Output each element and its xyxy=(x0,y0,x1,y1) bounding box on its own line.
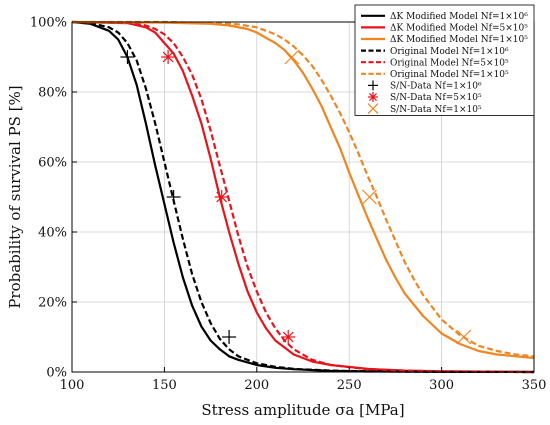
legend-marker-swatch-8 xyxy=(368,92,378,102)
legend-entry-label-3: ΔK Modified Model Nf=1×10⁵ xyxy=(390,35,528,45)
marker-plus-1-3 xyxy=(222,330,237,344)
x-tick-label-200: 200 xyxy=(244,378,269,393)
x-tick-label-150: 150 xyxy=(152,378,177,393)
x-axis-label: Stress amplitude σa [MPa] xyxy=(201,401,404,419)
y-tick-label-40: 40% xyxy=(38,226,67,241)
legend: ΔK Modified Model Nf=1×10⁶ ΔK Modified Mo… xyxy=(354,4,535,116)
legend-entry-label-8: S/N-Data Nf=5×10⁵ xyxy=(390,93,482,103)
y-tick-label-20: 20% xyxy=(38,296,67,311)
y-tick-label-0: 0% xyxy=(46,366,67,381)
x-tick-label-300: 300 xyxy=(429,378,454,393)
series-line-4 xyxy=(71,20,535,374)
legend-entry-label-6: Original Model Nf=1×10⁵ xyxy=(390,70,509,80)
data-markers xyxy=(120,49,472,345)
marker-x-3-3 xyxy=(456,329,472,345)
axis-ticks: 100 150 200 250 300 350 0% 20% 40% 60% 80% 100% xyxy=(30,16,547,394)
legend-entry-label-7: S/N-Data Nf=1×10⁶ xyxy=(390,82,482,92)
legend-marker-swatch-9 xyxy=(367,103,379,115)
legend-entry-label-1: ΔK Modified Model Nf=1×10⁶ xyxy=(390,12,528,22)
series-lines xyxy=(71,20,535,374)
marker-x-3-1 xyxy=(284,49,300,65)
legend-entry-label-2: ΔK Modified Model Nf=5×10⁵ xyxy=(390,24,528,34)
plot-frame xyxy=(71,21,535,373)
y-tick-label-100: 100% xyxy=(30,16,67,31)
legend-entry-label-5: Original Model Nf=5×10⁵ xyxy=(390,58,509,68)
marker-x-3-2 xyxy=(362,189,377,205)
marker-plus-1-2 xyxy=(166,190,181,204)
y-tick-label-60: 60% xyxy=(38,156,67,171)
marker-asterisk-2-3 xyxy=(281,330,296,344)
legend-entry-label-4: Original Model Nf=1×10⁶ xyxy=(390,47,509,57)
series-line-6 xyxy=(72,20,535,358)
series-line-3 xyxy=(71,20,535,360)
marker-asterisk-2-1 xyxy=(161,50,176,64)
legend-entry-label-9: S/N-Data Nf=1×10⁵ xyxy=(390,105,482,115)
y-axis-label: Probability of survival PS [%] xyxy=(6,85,24,308)
x-tick-label-100: 100 xyxy=(60,378,85,393)
marker-asterisk-2-2 xyxy=(214,190,229,204)
series-line-5 xyxy=(71,20,535,374)
y-tick-label-80: 80% xyxy=(38,86,67,101)
x-tick-label-350: 350 xyxy=(522,378,547,393)
legend-marker-swatch-7 xyxy=(368,80,378,91)
legend-box xyxy=(354,4,535,116)
x-tick-label-250: 250 xyxy=(337,378,362,393)
marker-plus-1-1 xyxy=(120,50,135,64)
